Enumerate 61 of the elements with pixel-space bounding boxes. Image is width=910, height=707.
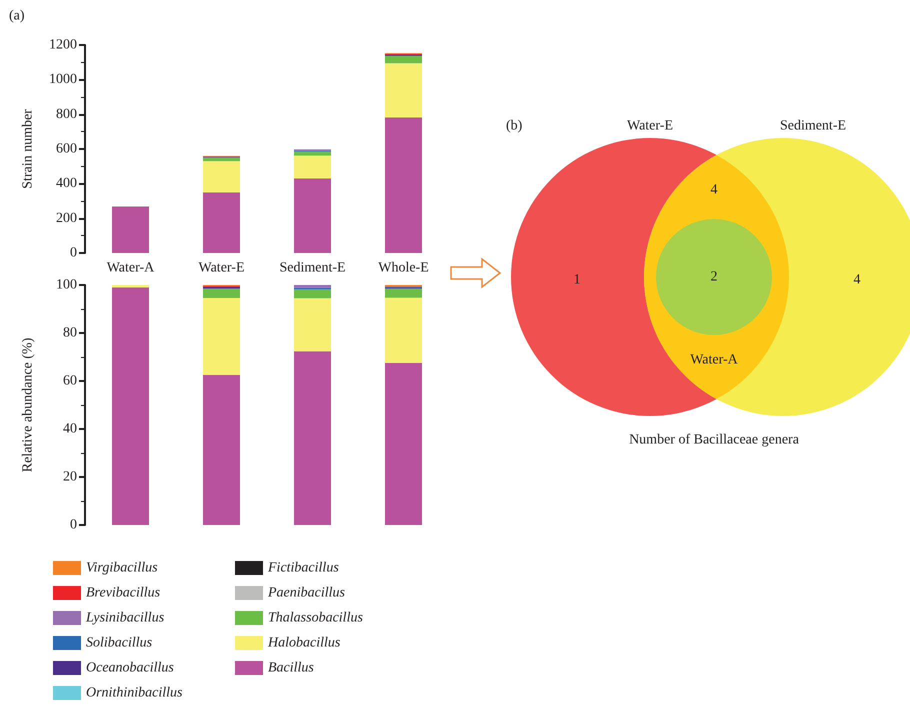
y-tick-label: 0 (70, 246, 77, 260)
legend-label: Brevibacillus (86, 586, 161, 600)
chart-title: (a) (9, 8, 25, 24)
y-tick-label: 800 (56, 106, 77, 122)
bar (203, 288, 240, 298)
text: 2 (710, 270, 718, 284)
legend-label: Paenibacillus (267, 586, 346, 600)
x-tick-label: Whole-E (378, 260, 429, 276)
legend-label: Solibacillus (86, 636, 153, 650)
y-tick-label: 400 (56, 176, 77, 192)
bar (203, 157, 240, 162)
x-tick-label: Water-E (198, 260, 245, 276)
legend-label: Halobacillus (267, 636, 341, 650)
bar (294, 285, 331, 288)
text: Number of Bacillaceae genera (629, 432, 800, 448)
bar (294, 178, 331, 253)
y-axis-title: Relative abundance (%) (20, 337, 36, 472)
y-tick-label: 0 (70, 518, 77, 532)
y-tick-label: 80 (63, 326, 77, 340)
bar (294, 351, 331, 525)
bar (385, 56, 422, 64)
legend-label: Bacillus (268, 660, 314, 676)
bar (203, 192, 240, 253)
x-tick-label: Sediment-E (279, 260, 346, 276)
bar (112, 287, 149, 525)
bar (294, 152, 331, 156)
bar (203, 298, 240, 375)
y-tick-label: 100 (56, 278, 77, 292)
text: Sediment-E (780, 118, 846, 134)
text: (b) (506, 118, 523, 134)
y-tick-label: 1200 (49, 38, 77, 52)
bar (385, 63, 422, 118)
y-tick-label: 200 (56, 210, 77, 226)
bar (203, 375, 240, 525)
text: 1 (574, 272, 580, 288)
bar (385, 288, 422, 298)
text: Water-A (690, 352, 739, 368)
bar (294, 298, 331, 352)
bar (203, 161, 240, 192)
bar (385, 298, 422, 363)
x-tick-label: Water-A (106, 260, 156, 276)
y-axis-title: Strain number (20, 108, 36, 189)
text: Water-E (626, 118, 674, 134)
y-tick-label: 1000 (49, 72, 77, 88)
y-tick-label: 600 (56, 142, 77, 156)
y-tick-label: 40 (63, 422, 77, 436)
text: 4 (854, 272, 860, 288)
legend-label: Ornithinibacillus (86, 686, 183, 700)
legend-label: Thalassobacillus (268, 610, 364, 626)
bar (294, 289, 331, 298)
legend-label: Fictibacillus (267, 560, 340, 576)
y-tick-label: 60 (63, 374, 77, 388)
bar (385, 363, 422, 525)
text: 4 (710, 182, 718, 198)
legend-label: Lysinibacillus (85, 610, 165, 626)
legend-label: Oceanobacillus (86, 660, 174, 676)
bar (294, 156, 331, 178)
y-tick-label: 20 (63, 470, 77, 484)
bar (112, 206, 149, 253)
legend-label: Virgibacillus (86, 560, 158, 576)
bar (385, 117, 422, 253)
